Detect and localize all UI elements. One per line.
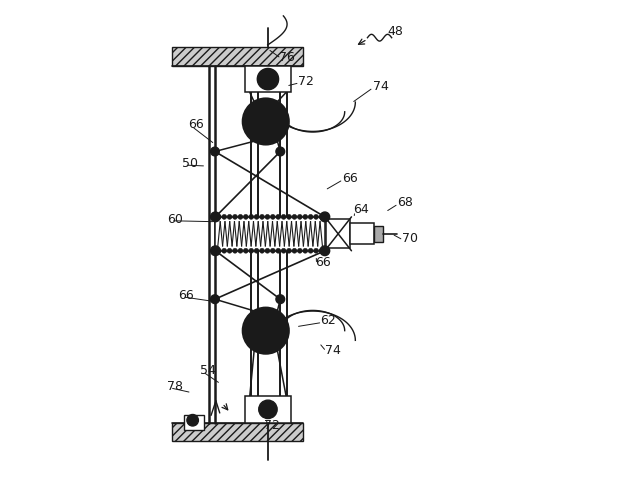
Text: 62: 62	[320, 315, 336, 327]
Circle shape	[249, 214, 253, 219]
Text: 48: 48	[388, 25, 404, 38]
Circle shape	[264, 75, 272, 83]
Circle shape	[276, 295, 285, 303]
Text: 64: 64	[353, 203, 369, 216]
Circle shape	[257, 69, 278, 90]
Circle shape	[271, 248, 275, 253]
Text: 68: 68	[397, 196, 413, 209]
Circle shape	[211, 246, 220, 256]
Circle shape	[222, 248, 227, 253]
Bar	[350, 223, 374, 244]
Circle shape	[298, 248, 302, 253]
Circle shape	[276, 214, 281, 219]
Circle shape	[314, 214, 319, 219]
Circle shape	[308, 214, 313, 219]
Circle shape	[211, 295, 220, 303]
Circle shape	[216, 248, 221, 253]
Bar	[172, 423, 303, 441]
Circle shape	[249, 248, 253, 253]
Circle shape	[320, 246, 330, 256]
Circle shape	[254, 248, 259, 253]
Circle shape	[276, 147, 285, 156]
Circle shape	[187, 414, 198, 426]
Circle shape	[292, 214, 297, 219]
Circle shape	[238, 248, 243, 253]
Text: 54: 54	[200, 364, 216, 377]
Circle shape	[319, 248, 324, 253]
Circle shape	[243, 98, 289, 145]
Circle shape	[260, 248, 264, 253]
Text: 72: 72	[264, 419, 280, 431]
Circle shape	[265, 214, 270, 219]
Circle shape	[281, 248, 286, 253]
Circle shape	[232, 248, 237, 253]
Circle shape	[260, 214, 264, 219]
Circle shape	[254, 214, 259, 219]
Circle shape	[281, 214, 286, 219]
Circle shape	[276, 248, 281, 253]
Circle shape	[238, 214, 243, 219]
Text: 66: 66	[179, 289, 195, 302]
Bar	[374, 225, 383, 242]
Circle shape	[227, 248, 232, 253]
Bar	[326, 219, 350, 248]
Circle shape	[265, 248, 270, 253]
Circle shape	[298, 214, 302, 219]
Circle shape	[222, 214, 227, 219]
Circle shape	[308, 248, 313, 253]
Bar	[172, 47, 303, 66]
Text: 66: 66	[342, 171, 358, 185]
Circle shape	[243, 214, 248, 219]
Circle shape	[216, 214, 221, 219]
Circle shape	[292, 248, 297, 253]
Circle shape	[243, 248, 248, 253]
Circle shape	[227, 214, 232, 219]
Circle shape	[259, 400, 277, 418]
Circle shape	[211, 147, 220, 156]
Circle shape	[232, 214, 237, 219]
Text: 74: 74	[373, 80, 389, 93]
Circle shape	[287, 214, 291, 219]
Text: 70: 70	[403, 232, 419, 245]
Bar	[216, 217, 325, 251]
Text: 66: 66	[315, 256, 331, 269]
Circle shape	[303, 214, 308, 219]
Text: 74: 74	[325, 343, 340, 356]
Circle shape	[320, 212, 330, 222]
Circle shape	[319, 214, 324, 219]
Bar	[184, 415, 204, 430]
Bar	[245, 396, 291, 423]
Circle shape	[211, 212, 220, 222]
Text: 66: 66	[188, 118, 204, 131]
Circle shape	[303, 248, 308, 253]
Circle shape	[287, 248, 291, 253]
Circle shape	[243, 307, 289, 354]
Circle shape	[314, 248, 319, 253]
Text: 72: 72	[298, 75, 314, 88]
Text: 76: 76	[279, 51, 294, 64]
Bar	[245, 66, 291, 93]
Circle shape	[271, 214, 275, 219]
Circle shape	[264, 406, 271, 413]
Text: 78: 78	[168, 380, 184, 393]
Text: 60: 60	[168, 213, 183, 226]
Text: 50: 50	[182, 157, 198, 170]
